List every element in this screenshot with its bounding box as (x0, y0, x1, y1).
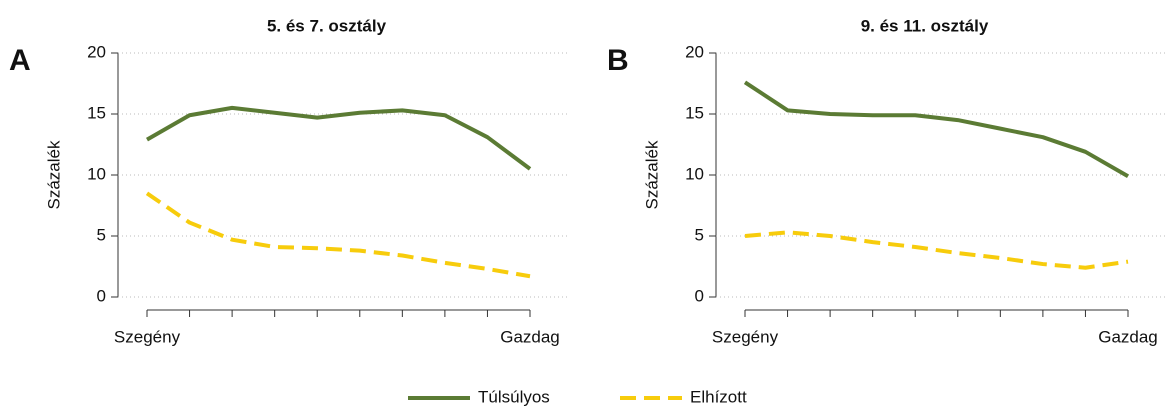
panel-letter: B (607, 44, 629, 77)
y-tick-label: 5 (97, 225, 106, 244)
y-tick-label: 0 (695, 286, 704, 305)
y-tick-label: 20 (87, 42, 106, 61)
panel-letter: A (9, 44, 31, 77)
y-tick-label: 10 (685, 164, 704, 183)
y-tick-label: 5 (695, 225, 704, 244)
series-line (145, 191, 531, 279)
legend-label: Túlsúlyos (478, 387, 550, 406)
y-tick-label: 15 (685, 103, 704, 122)
series-line (743, 80, 1129, 178)
chart-title: 9. és 11. osztály (861, 16, 989, 35)
series-line (146, 105, 532, 171)
y-axis-label: Százalék (44, 140, 63, 209)
y-tick-label: 10 (87, 164, 106, 183)
y-axis-label: Százalék (642, 140, 661, 209)
chart-title: 5. és 7. osztály (267, 16, 387, 35)
legend-label: Elhízott (690, 387, 747, 406)
y-tick-label: 20 (685, 42, 704, 61)
y-tick-label: 15 (87, 103, 106, 122)
series-line (744, 230, 1129, 270)
x-tick-label: Szegény (114, 327, 181, 346)
x-tick-label: Szegény (712, 327, 779, 346)
y-tick-label: 0 (97, 286, 106, 305)
x-tick-label: Gazdag (1098, 327, 1158, 346)
x-tick-label: Gazdag (500, 327, 560, 346)
